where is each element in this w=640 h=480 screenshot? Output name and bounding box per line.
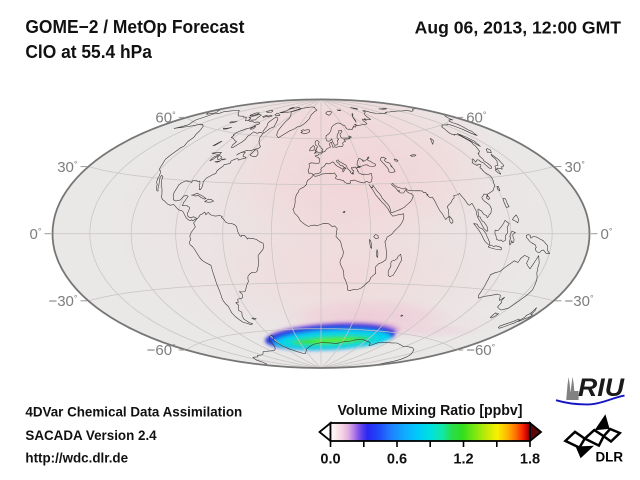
svg-text:ClO at 55.4 hPa: ClO at 55.4 hPa xyxy=(25,42,152,62)
svg-text:30°: 30° xyxy=(57,159,78,176)
svg-text:1.2: 1.2 xyxy=(453,452,473,468)
svg-text:RIU: RIU xyxy=(578,374,625,402)
svg-text:GOME−2 / MetOp Forecast: GOME−2 / MetOp Forecast xyxy=(25,17,244,37)
svg-text:0.6: 0.6 xyxy=(387,452,407,468)
svg-text:http://wdc.dlr.de: http://wdc.dlr.de xyxy=(25,450,128,465)
svg-text:60°: 60° xyxy=(155,110,176,127)
svg-text:30°: 30° xyxy=(565,159,586,176)
svg-text:60°: 60° xyxy=(466,110,487,127)
svg-text:Volume Mixing Ratio [ppbv]: Volume Mixing Ratio [ppbv] xyxy=(338,402,523,419)
svg-text:−60°: −60° xyxy=(147,342,176,359)
svg-text:−30°: −30° xyxy=(565,293,594,310)
svg-text:−30°: −30° xyxy=(48,293,77,310)
svg-text:1.8: 1.8 xyxy=(520,452,540,468)
svg-text:0.0: 0.0 xyxy=(320,452,340,468)
svg-text:4DVar Chemical Data Assimilati: 4DVar Chemical Data Assimilation xyxy=(25,404,242,419)
svg-text:DLR: DLR xyxy=(596,450,624,465)
svg-text:−60°: −60° xyxy=(466,342,495,359)
svg-text:SACADA Version 2.4: SACADA Version 2.4 xyxy=(25,428,157,443)
svg-text:Aug 06, 2013, 12:00 GMT: Aug 06, 2013, 12:00 GMT xyxy=(415,17,622,37)
